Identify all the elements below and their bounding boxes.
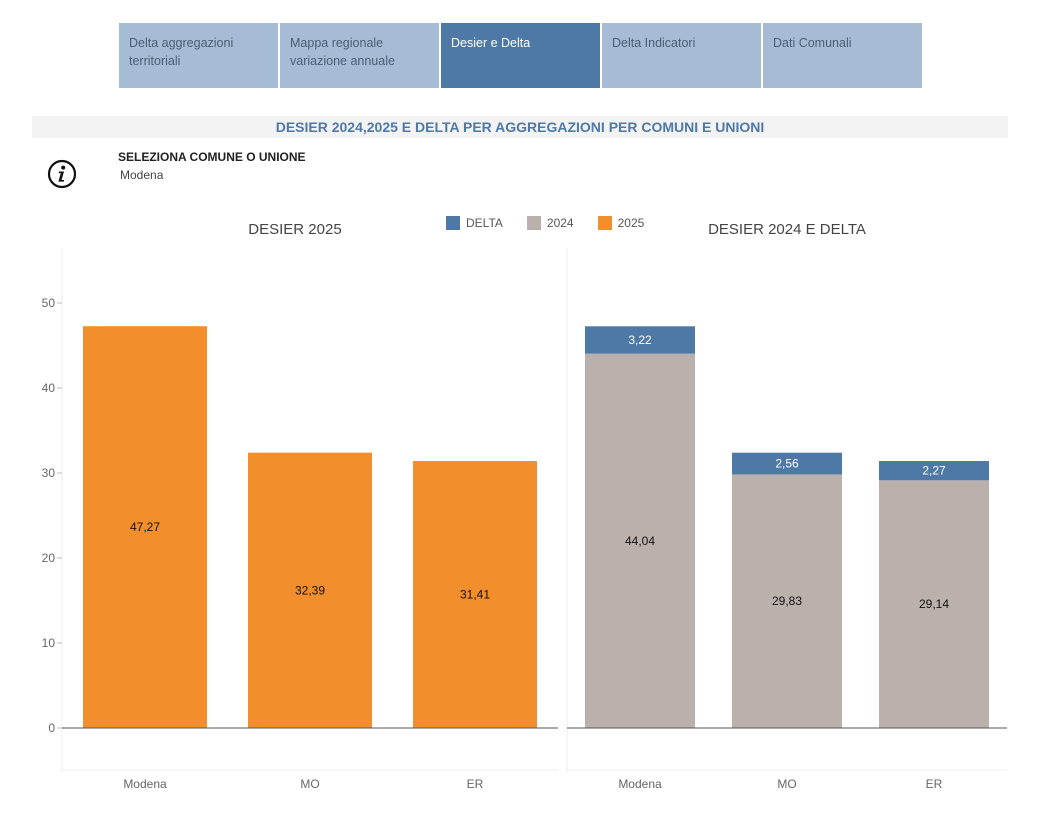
bar xyxy=(879,461,989,481)
filter-label: SELEZIONA COMUNE O UNIONE xyxy=(118,150,306,164)
legend-swatch-2024 xyxy=(526,216,541,230)
legend-item-2024[interactable]: 2024 xyxy=(526,216,574,230)
data-label: 2,27 xyxy=(922,464,946,478)
legend-label-delta: DELTA xyxy=(466,216,503,230)
bar xyxy=(83,326,207,728)
page-title: DESIER 2024,2025 E DELTA PER AGGREGAZION… xyxy=(32,116,1008,138)
chart-title: DESIER 2025 xyxy=(248,221,341,238)
chart-legend: DELTA 2024 2025 xyxy=(446,216,668,230)
data-label: 29,14 xyxy=(919,597,949,611)
legend-swatch-delta xyxy=(446,216,460,230)
bar xyxy=(585,353,695,728)
x-tick-label: Modena xyxy=(123,777,167,791)
y-tick-label: 10 xyxy=(42,636,56,650)
bar xyxy=(248,452,372,728)
x-tick-label: MO xyxy=(300,777,319,791)
data-label: 44,04 xyxy=(625,534,655,548)
bar xyxy=(732,452,842,475)
x-tick-label: ER xyxy=(926,777,943,791)
data-label: 47,27 xyxy=(130,520,160,534)
tab-mappa-regionale[interactable]: Mappa regionale variazione annuale xyxy=(280,23,439,88)
bar xyxy=(585,326,695,354)
x-tick-label: ER xyxy=(467,777,484,791)
bar xyxy=(413,461,537,728)
dashboard-tabs: Delta aggregazioni territoriali Mappa re… xyxy=(119,23,922,88)
y-tick-label: 40 xyxy=(42,381,56,395)
legend-item-2025[interactable]: 2025 xyxy=(597,216,645,230)
data-label: 29,83 xyxy=(772,594,802,608)
info-icon[interactable] xyxy=(47,159,77,189)
legend-label-2024: 2024 xyxy=(546,216,574,230)
tab-dati-comunali[interactable]: Dati Comunali xyxy=(763,23,922,88)
tab-delta-indicatori[interactable]: Delta Indicatori xyxy=(602,23,761,88)
y-tick-label: 20 xyxy=(42,551,56,565)
data-label: 32,39 xyxy=(295,583,325,597)
bar xyxy=(732,474,842,728)
bar xyxy=(879,480,989,728)
tab-desier-e-delta[interactable]: Desier e Delta xyxy=(441,23,600,88)
legend-label-2025: 2025 xyxy=(617,216,645,230)
legend-item-delta[interactable]: DELTA xyxy=(446,216,503,230)
legend-swatch-2025 xyxy=(597,216,612,230)
x-tick-label: Modena xyxy=(618,777,662,791)
data-label: 3,22 xyxy=(628,333,652,347)
tab-delta-aggregazioni[interactable]: Delta aggregazioni territoriali xyxy=(119,23,278,88)
chart-title: DESIER 2024 E DELTA xyxy=(708,221,866,238)
filter-value[interactable]: Modena xyxy=(120,168,164,182)
x-tick-label: MO xyxy=(777,777,796,791)
y-tick-label: 50 xyxy=(42,296,56,310)
data-label: 2,56 xyxy=(775,457,799,471)
y-tick-label: 0 xyxy=(48,721,55,735)
y-tick-label: 30 xyxy=(42,466,56,480)
data-label: 31,41 xyxy=(460,588,490,602)
